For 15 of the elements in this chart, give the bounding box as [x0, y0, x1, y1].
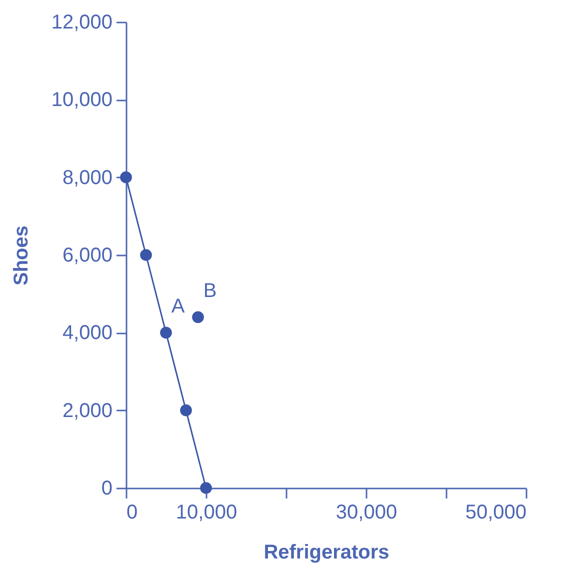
y-tick-label: 10,000	[51, 89, 112, 112]
y-axis-title: Shoes	[10, 225, 32, 286]
x-tick-label: 10,000	[176, 502, 238, 524]
y-tick-label: 4,000	[62, 322, 112, 344]
x-tick-label: 0	[126, 502, 138, 524]
annotation: B	[203, 280, 217, 302]
annotation: A	[171, 296, 186, 318]
y-tick-label: 6,000	[62, 244, 112, 266]
x-axis-title: Refrigerators	[264, 542, 390, 564]
y-tick-label: 12,000	[51, 12, 112, 34]
x-tick-label: 50,000	[465, 502, 526, 524]
y-tick-label: 8,000	[62, 166, 112, 189]
y-tick-label: 2,000	[62, 400, 112, 422]
y-tick-label: 0	[101, 478, 112, 500]
x-tick-label: 30,000	[336, 502, 398, 524]
